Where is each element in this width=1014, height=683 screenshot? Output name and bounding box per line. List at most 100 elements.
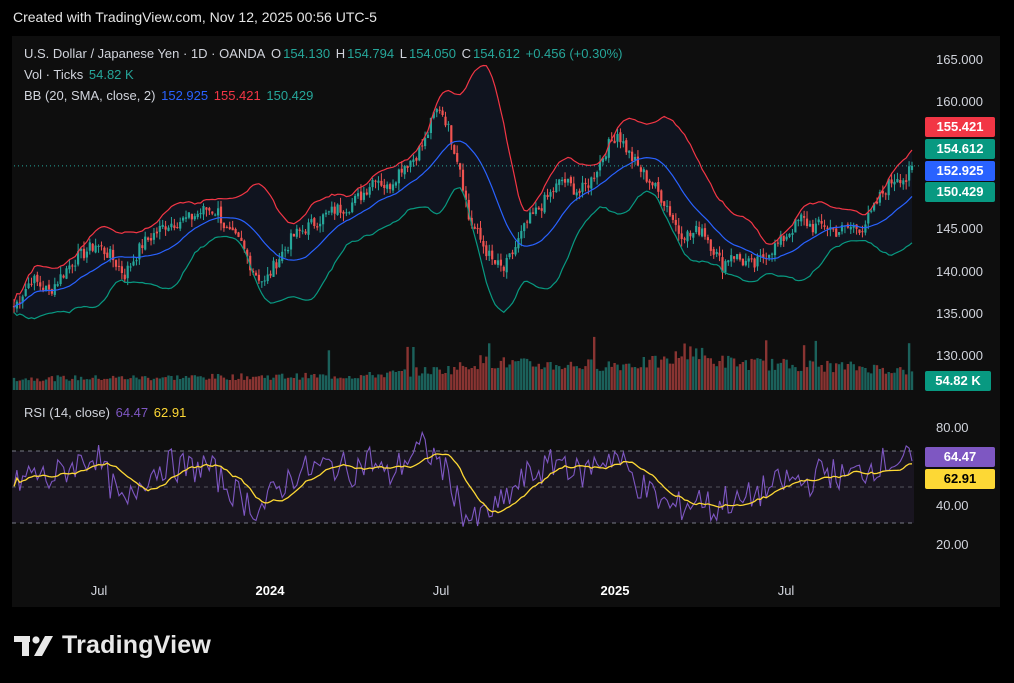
created-with-header: Created with TradingView.com, Nov 12, 20… xyxy=(13,9,377,25)
candle-body xyxy=(590,177,593,189)
volume-bar xyxy=(520,358,523,390)
volume-bar xyxy=(578,368,581,390)
candle-body xyxy=(870,210,873,212)
price-tick: 130.000 xyxy=(936,348,983,363)
change-value: +0.456 (+0.30%) xyxy=(525,46,623,61)
volume-bar xyxy=(875,365,879,390)
volume-bar xyxy=(546,362,549,390)
volume-bar xyxy=(400,371,403,390)
volume-bar xyxy=(167,375,170,390)
candle-body xyxy=(438,109,441,111)
candle-body xyxy=(482,241,485,247)
volume-bar xyxy=(727,355,730,390)
candle-body xyxy=(109,248,112,258)
candle-body xyxy=(660,190,663,203)
candle-body xyxy=(747,258,750,262)
volume-bar xyxy=(260,375,263,390)
candle-body xyxy=(776,242,779,244)
volume-label[interactable]: Vol · Ticks xyxy=(24,67,84,82)
candle-body xyxy=(234,229,237,234)
bb-label[interactable]: BB (20, SMA, close, 2) xyxy=(24,88,156,103)
candle-body xyxy=(902,180,905,185)
volume-bar xyxy=(765,340,768,390)
candle-body xyxy=(304,231,307,234)
volume-bar xyxy=(30,377,33,390)
open-label: O xyxy=(270,46,282,61)
volume-bar xyxy=(581,369,584,390)
volume-bar xyxy=(164,377,167,390)
candle-body xyxy=(362,192,365,200)
candle-body xyxy=(756,256,759,267)
candle-body xyxy=(141,245,144,248)
volume-bar xyxy=(773,369,777,390)
candle-body xyxy=(50,289,53,294)
candle-body xyxy=(750,258,753,260)
volume-bar xyxy=(549,362,552,390)
volume-bar xyxy=(791,364,794,390)
volume-bar xyxy=(141,376,144,390)
candle-body xyxy=(464,190,467,200)
candle-body xyxy=(759,255,762,257)
candle-body xyxy=(68,265,71,270)
candle-body xyxy=(184,217,188,219)
candle-body xyxy=(435,109,438,113)
volume-bar xyxy=(692,356,695,390)
candle-body xyxy=(508,253,511,258)
rsi-tick: 40.00 xyxy=(936,498,969,513)
volume-bar xyxy=(374,377,377,390)
volume-bar xyxy=(767,370,771,390)
volume-bar xyxy=(173,379,176,390)
volume-bar xyxy=(295,373,298,390)
symbol-name[interactable]: U.S. Dollar / Japanese Yen · 1D · OANDA xyxy=(24,46,266,61)
volume-bar xyxy=(823,371,826,390)
candle-body xyxy=(71,265,74,267)
candle-body xyxy=(663,201,666,206)
candle-body xyxy=(593,177,596,179)
volume-bar xyxy=(534,366,538,390)
volume-bar xyxy=(706,358,710,390)
volume-bar xyxy=(388,371,392,390)
volume-bar xyxy=(269,379,272,390)
rsi-label[interactable]: RSI (14, close) xyxy=(24,405,110,420)
volume-bar xyxy=(362,375,366,390)
candle-body xyxy=(721,257,724,273)
candle-body xyxy=(531,212,535,214)
volume-bar xyxy=(698,359,701,390)
volume-bar xyxy=(517,361,520,390)
volume-bar xyxy=(266,375,269,390)
volume-bar xyxy=(560,369,564,390)
candle-body xyxy=(88,242,91,251)
volume-bar xyxy=(447,366,450,390)
volume-bar xyxy=(327,350,331,390)
volume-bar xyxy=(208,378,211,390)
candle-body xyxy=(336,204,339,215)
volume-bar xyxy=(636,368,640,390)
volume-bar xyxy=(187,377,191,390)
tradingview-brand[interactable]: TradingView xyxy=(14,631,211,660)
volume-bar xyxy=(24,378,27,390)
candle-body xyxy=(112,249,115,261)
rsi-ma-line xyxy=(13,453,913,514)
candle-body xyxy=(161,224,164,227)
candle-body xyxy=(706,237,709,241)
volume-bar xyxy=(15,381,19,390)
candle-body xyxy=(415,158,418,161)
candle-body xyxy=(424,137,427,147)
candle-body xyxy=(782,235,785,241)
volume-bar xyxy=(391,370,395,390)
volume-bar xyxy=(884,373,887,390)
volume-legend: Vol · Ticks 54.82 K xyxy=(24,67,136,82)
volume-bar xyxy=(826,360,829,390)
candle-body xyxy=(450,125,453,145)
volume-bar xyxy=(371,375,374,390)
volume-bar xyxy=(170,376,173,390)
volume-bar xyxy=(196,376,199,390)
volume-bar xyxy=(633,367,637,390)
volume-bar xyxy=(330,378,333,390)
volume-bar xyxy=(324,375,328,390)
chart-area[interactable] xyxy=(12,36,1000,607)
candle-body xyxy=(893,181,896,185)
volume-bar xyxy=(832,372,835,390)
candle-body xyxy=(412,159,415,163)
